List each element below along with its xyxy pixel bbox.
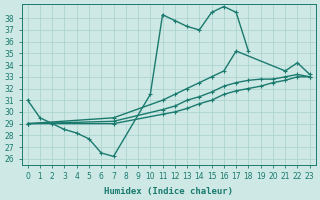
- X-axis label: Humidex (Indice chaleur): Humidex (Indice chaleur): [104, 187, 233, 196]
